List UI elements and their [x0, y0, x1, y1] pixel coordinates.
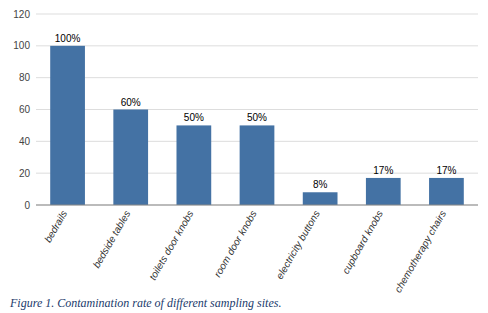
bar [113, 110, 148, 206]
bar [303, 192, 338, 205]
x-tick-label: bedrails [42, 209, 69, 245]
data-label: 8% [313, 179, 328, 190]
data-label: 60% [121, 97, 141, 108]
grid-line [36, 109, 478, 110]
x-tick-label: toilets door knobs [147, 209, 196, 282]
x-tick-label: room door knobs [212, 209, 259, 279]
data-label: 50% [184, 112, 204, 123]
grid-line [36, 77, 478, 78]
grid [36, 14, 478, 205]
bar [240, 125, 275, 205]
x-tick-label: cupboard knobs [340, 209, 385, 276]
y-tick-label: 80 [19, 72, 31, 83]
x-tick-label: bedside tables [91, 209, 133, 270]
bar [429, 178, 464, 205]
caption: Figure 1. Contamination rate of differen… [9, 296, 281, 310]
data-label: 17% [373, 165, 393, 176]
grid-line [36, 45, 478, 46]
grid-line [36, 205, 478, 206]
y-tick-label: 120 [13, 9, 30, 20]
y-tick-label: 20 [19, 168, 31, 179]
data-label: 100% [55, 33, 81, 44]
chart-container: 0 20 40 60 80 100 120 100% 60% 50% 50% 8% 17% 17% bedr… [0, 0, 488, 313]
bar [366, 178, 401, 205]
data-label: 50% [247, 112, 267, 123]
y-tick-label: 40 [19, 136, 31, 147]
x-axis-line [36, 205, 478, 206]
grid-line [36, 14, 478, 15]
y-tick-label: 100 [13, 40, 30, 51]
bars [50, 46, 464, 205]
data-label: 17% [436, 165, 456, 176]
y-tick-label: 60 [19, 104, 31, 115]
x-tick-label: chemotherapy chairs [392, 209, 448, 295]
bar [176, 125, 211, 205]
bar [50, 46, 85, 205]
y-tick-label: 0 [24, 200, 30, 211]
x-tick-label: electricity buttons [274, 209, 322, 281]
chart: 0 20 40 60 80 100 120 100% 60% 50% 50% 8% 17% 17% bedr… [0, 0, 488, 313]
